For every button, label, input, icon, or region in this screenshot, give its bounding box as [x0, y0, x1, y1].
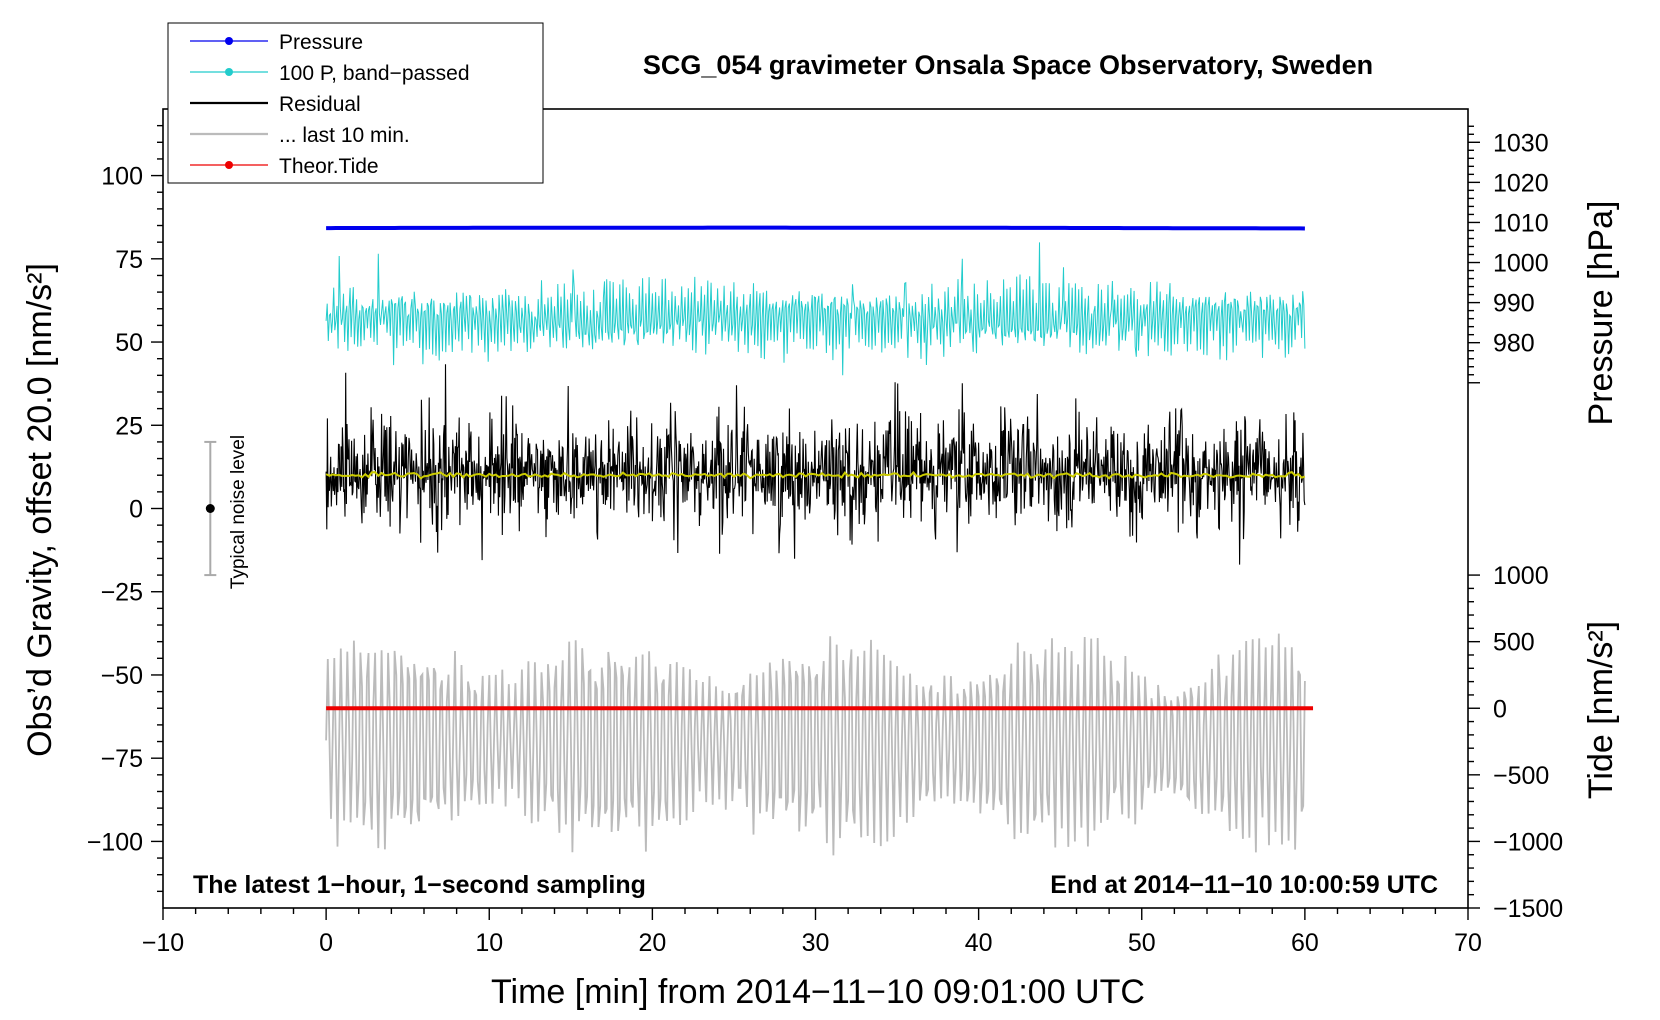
x-tick-label: 20: [638, 929, 666, 957]
series-band-passed-line: [325, 242, 1306, 376]
y-tick-label: 50: [115, 329, 143, 357]
noise-center-dot: [205, 504, 215, 513]
pressure-tick-label: 1020: [1493, 169, 1549, 197]
x-tick-label: 50: [1128, 929, 1156, 957]
x-tick-label: 60: [1291, 929, 1319, 957]
tide-tick-label: 500: [1493, 629, 1535, 657]
noise-level-label: Typical noise level: [228, 435, 249, 589]
chart-title: SCG_054 gravimeter Onsala Space Observat…: [643, 50, 1373, 80]
series-last-10-min-line: [325, 633, 1306, 856]
tide-tick-label: 0: [1493, 695, 1507, 723]
y-tick-label: −25: [101, 579, 143, 607]
tide-tick-label: −500: [1493, 762, 1549, 790]
annotation-end-time: End at 2014−11−10 10:00:59 UTC: [1050, 871, 1438, 899]
legend-marker: [225, 37, 233, 45]
legend-label: ... last 10 min.: [279, 124, 410, 147]
x-tick-label: 70: [1454, 929, 1482, 957]
series-layer: [325, 225, 1314, 856]
x-tick-label: 30: [802, 929, 830, 957]
legend-marker: [225, 161, 233, 169]
y-tick-label: −75: [101, 745, 143, 773]
tide-tick-label: −1000: [1493, 828, 1563, 856]
pressure-tick-label: 990: [1493, 290, 1535, 318]
pressure-tick-label: 980: [1493, 330, 1535, 358]
tide-tick-label: 1000: [1493, 562, 1549, 590]
axes-layer: −10 0 10 20 30 40 50 60 701007550250−25−50−75−10…: [87, 124, 1563, 957]
y-tick-label: 25: [115, 412, 143, 440]
pressure-tick-label: 1010: [1493, 209, 1549, 237]
pressure-tick-label: 1000: [1493, 250, 1549, 278]
series-residual-mean-line: [325, 470, 1306, 480]
x-tick-label: 40: [965, 929, 993, 957]
x-tick-label: −10: [142, 929, 184, 957]
y-tick-label: 75: [115, 246, 143, 274]
legend-label: Residual: [279, 93, 361, 116]
tide-tick-label: −1500: [1493, 895, 1563, 923]
legend: Pressure 100 P, band−passed Residual ... la…: [167, 22, 544, 184]
y-tick-label: −100: [87, 828, 143, 856]
y-tick-label: 0: [129, 496, 143, 524]
x-tick-label: 0: [319, 929, 333, 957]
x-tick-label: 10: [475, 929, 503, 957]
legend-label: Pressure: [279, 31, 363, 54]
pressure-tick-label: 1030: [1493, 129, 1549, 157]
noise-indicator: [204, 440, 217, 577]
y-axis-label-tide: Tide [nm/s²]: [1582, 621, 1620, 799]
legend-marker: [225, 68, 233, 76]
y-tick-label: 100: [101, 163, 143, 191]
y-axis-label-gravity: Obs’d Gravity, offset 20.0 [nm/s²]: [21, 263, 59, 757]
series-residual-line: [325, 364, 1306, 565]
y-axis-label-pressure: Pressure [hPa]: [1582, 201, 1620, 426]
legend-label: 100 P, band−passed: [279, 62, 470, 85]
legend-label: Theor.Tide: [279, 155, 379, 178]
x-axis-label: Time [min] from 2014−11−10 09:01:00 UTC: [491, 973, 1145, 1011]
y-tick-label: −50: [101, 662, 143, 690]
annotation-sampling: The latest 1−hour, 1−second sampling: [193, 871, 646, 899]
series-pressure-line: [326, 225, 1305, 231]
